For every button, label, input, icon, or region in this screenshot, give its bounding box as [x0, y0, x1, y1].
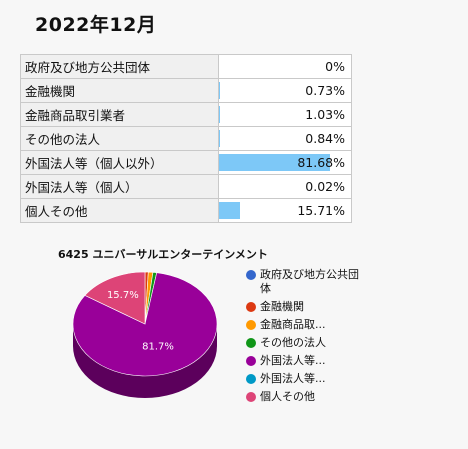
table-row: 政府及び地方公共団体 0% — [20, 54, 352, 79]
row-label: 金融機関 — [20, 78, 219, 103]
legend-swatch — [246, 270, 256, 280]
shareholder-table: 政府及び地方公共団体 0% 金融機関 0.73% 金融商品取引業者 1.03% その他の法人… — [20, 54, 352, 223]
percentage-bar — [219, 202, 241, 219]
percentage-bar — [219, 130, 221, 147]
legend-item[interactable]: 政府及び地方公共団体 — [246, 268, 360, 296]
legend-label: 政府及び地方公共団体 — [260, 268, 359, 295]
row-label: 金融商品取引業者 — [20, 102, 219, 127]
row-value: 81.68% — [297, 155, 345, 170]
legend-label: 金融商品取... — [260, 318, 326, 331]
legend-item[interactable]: その他の法人 — [246, 336, 360, 350]
legend-swatch — [246, 392, 256, 402]
legend-label: 金融機関 — [260, 300, 304, 313]
legend-swatch — [246, 356, 256, 366]
table-row: その他の法人 0.84% — [20, 126, 352, 151]
page-title: 2022年12月 — [35, 14, 157, 36]
row-value: 1.03% — [305, 107, 345, 122]
table-row: 金融商品取引業者 1.03% — [20, 102, 352, 127]
row-value: 0.84% — [305, 131, 345, 146]
row-value: 0% — [325, 59, 345, 74]
row-value-cell: 1.03% — [218, 102, 352, 127]
row-value-cell: 81.68% — [218, 150, 352, 175]
pie-chart: 81.7% 15.7% — [72, 271, 218, 398]
pie-slice-side — [73, 324, 217, 398]
table-row: 金融機関 0.73% — [20, 78, 352, 103]
chart-legend: 政府及び地方公共団体金融機関金融商品取... その他の法人 外国法人等... 外国法人… — [246, 268, 360, 408]
percentage-bar — [219, 82, 220, 99]
row-label: 個人その他 — [20, 198, 219, 223]
row-label: 外国法人等（個人） — [20, 174, 219, 199]
slice-label: 81.7% — [142, 341, 174, 352]
row-value-cell: 0.02% — [218, 174, 352, 199]
row-value-cell: 0% — [218, 54, 352, 79]
row-value: 0.73% — [305, 83, 345, 98]
row-value-cell: 0.73% — [218, 78, 352, 103]
legend-item[interactable]: 個人その他 — [246, 390, 360, 404]
legend-swatch — [246, 374, 256, 384]
row-value-cell: 15.71% — [218, 198, 352, 223]
row-value: 0.02% — [305, 179, 345, 194]
legend-label: その他の法人 — [260, 336, 326, 349]
legend-swatch — [246, 338, 256, 348]
table-row: 個人その他 15.71% — [20, 198, 352, 223]
slice-label: 15.7% — [107, 290, 139, 301]
row-label: 政府及び地方公共団体 — [20, 54, 219, 79]
percentage-bar — [219, 106, 221, 123]
legend-item[interactable]: 外国法人等... — [246, 354, 360, 368]
row-label: 外国法人等（個人以外） — [20, 150, 219, 175]
legend-swatch — [246, 302, 256, 312]
legend-label: 個人その他 — [260, 390, 315, 403]
legend-swatch — [246, 320, 256, 330]
percentage-bar — [219, 154, 331, 171]
legend-label: 外国法人等... — [260, 372, 326, 385]
table-row: 外国法人等（個人） 0.02% — [20, 174, 352, 199]
chart-title: 6425 ユニバーサルエンターテインメント — [58, 248, 268, 261]
pie-slice[interactable] — [72, 272, 218, 377]
pie-slice[interactable] — [84, 271, 146, 325]
row-value: 15.71% — [297, 203, 345, 218]
row-value-cell: 0.84% — [218, 126, 352, 151]
legend-item[interactable]: 外国法人等... — [246, 372, 360, 386]
table-row: 外国法人等（個人以外） 81.68% — [20, 150, 352, 175]
legend-item[interactable]: 金融機関 — [246, 300, 360, 314]
legend-label: 外国法人等... — [260, 354, 326, 367]
row-label: その他の法人 — [20, 126, 219, 151]
legend-item[interactable]: 金融商品取... — [246, 318, 360, 332]
